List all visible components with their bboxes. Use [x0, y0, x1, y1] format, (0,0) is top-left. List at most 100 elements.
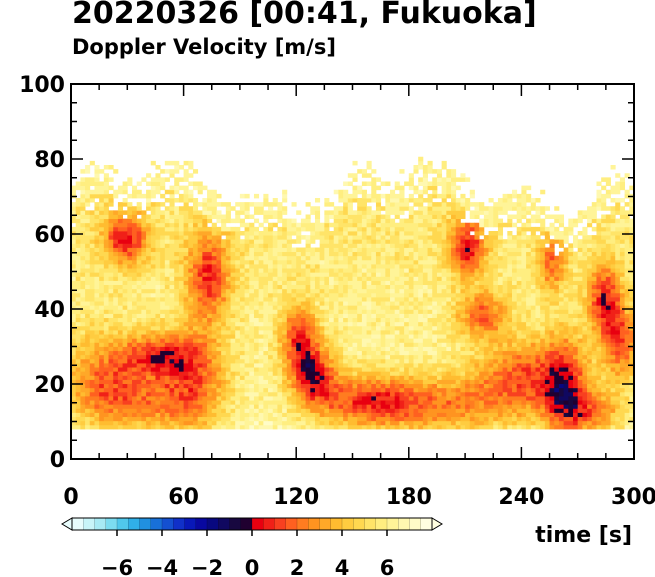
heatmap-cell [282, 424, 288, 430]
heatmap-cell [385, 193, 391, 199]
heatmap-cell [319, 354, 325, 360]
heatmap-cell [460, 226, 466, 232]
heatmap-cell [291, 338, 297, 343]
heatmap-cell [164, 276, 170, 281]
heatmap-cell [164, 371, 170, 376]
heatmap-cell [131, 292, 138, 298]
heatmap-cell [338, 412, 344, 418]
heatmap-cell [436, 297, 443, 302]
heatmap-cell [174, 226, 180, 232]
heatmap-cell [385, 288, 391, 294]
heatmap-cell [183, 259, 189, 265]
heatmap-cell [329, 391, 335, 397]
heatmap-cell [366, 247, 372, 253]
heatmap-cell [338, 292, 344, 298]
heatmap-cell [418, 218, 424, 224]
heatmap-cell [394, 342, 400, 347]
heatmap-cell [277, 400, 283, 405]
heatmap-cell [155, 383, 161, 389]
heatmap-cell [197, 297, 203, 302]
heatmap-cell [282, 193, 288, 199]
heatmap-cell [249, 325, 255, 331]
heatmap-cell [253, 292, 260, 298]
heatmap-cell [314, 198, 321, 203]
heatmap-cell [441, 160, 447, 166]
heatmap-cell [286, 346, 292, 352]
heatmap-cell [131, 342, 138, 347]
heatmap-cell [436, 396, 443, 401]
heatmap-cell [324, 264, 330, 269]
heatmap-cell [371, 268, 377, 273]
heatmap-cell [380, 321, 386, 327]
heatmap-cell [202, 321, 208, 327]
heatmap-cell [263, 276, 269, 281]
heatmap-cell [404, 264, 410, 269]
heatmap-cell [333, 239, 339, 244]
heatmap-cell [432, 284, 438, 290]
heatmap-cell [263, 247, 269, 253]
heatmap-cell [221, 268, 227, 273]
heatmap-cell [235, 424, 241, 430]
heatmap-cell [451, 198, 457, 203]
heatmap-cell [127, 284, 133, 290]
heatmap-cell [282, 420, 288, 426]
heatmap-cell [474, 276, 480, 281]
heatmap-cell [282, 268, 288, 273]
heatmap-cell [390, 420, 396, 426]
heatmap-cell [216, 284, 222, 290]
heatmap-cell [300, 280, 306, 286]
heatmap-cell [296, 420, 302, 426]
heatmap-cell [371, 408, 377, 413]
heatmap-cell [253, 247, 260, 253]
heatmap-cell [390, 313, 396, 319]
heatmap-cell [141, 330, 147, 335]
heatmap-cell [188, 193, 194, 199]
heatmap-cell [211, 284, 217, 290]
heatmap-cell [451, 301, 457, 306]
heatmap-cell [207, 276, 213, 281]
heatmap-cell [183, 346, 189, 352]
heatmap-cell [207, 226, 213, 232]
heatmap-cell [460, 276, 466, 281]
heatmap-cell [85, 189, 91, 195]
heatmap-cell [268, 371, 274, 376]
heatmap-cell [399, 276, 405, 281]
heatmap-cell [324, 358, 330, 364]
heatmap-cell [474, 235, 480, 240]
heatmap-cell [150, 354, 156, 360]
heatmap-cell [357, 420, 363, 426]
heatmap-cell [211, 193, 217, 199]
heatmap-cell [122, 276, 128, 281]
heatmap-cell [460, 313, 466, 319]
heatmap-cell [380, 354, 386, 360]
heatmap-cell [183, 206, 189, 211]
heatmap-cell [239, 268, 245, 273]
heatmap-cell [329, 317, 335, 323]
heatmap-cell [385, 363, 391, 368]
heatmap-cell [89, 321, 95, 327]
heatmap-cell [277, 231, 283, 236]
heatmap-cell [451, 379, 457, 385]
heatmap-cell [103, 400, 109, 405]
heatmap-cell [422, 371, 428, 376]
heatmap-cell [441, 231, 447, 236]
heatmap-cell [155, 276, 161, 281]
heatmap-cell [258, 330, 264, 335]
heatmap-cell [71, 210, 77, 215]
heatmap-cell [455, 210, 461, 215]
heatmap-cell [310, 379, 316, 385]
heatmap-cell [71, 235, 77, 240]
heatmap-cell [408, 404, 414, 409]
heatmap-cell [385, 297, 391, 302]
heatmap-cell [169, 185, 175, 191]
heatmap-cell [347, 276, 353, 281]
heatmap-cell [122, 210, 128, 215]
heatmap-cell [85, 424, 91, 430]
heatmap-cell [178, 412, 184, 418]
heatmap-cell [408, 309, 414, 314]
heatmap-cell [99, 276, 105, 281]
heatmap-cell [141, 226, 147, 232]
heatmap-cell [188, 189, 194, 195]
heatmap-cell [441, 272, 447, 277]
heatmap-cell [347, 202, 353, 207]
